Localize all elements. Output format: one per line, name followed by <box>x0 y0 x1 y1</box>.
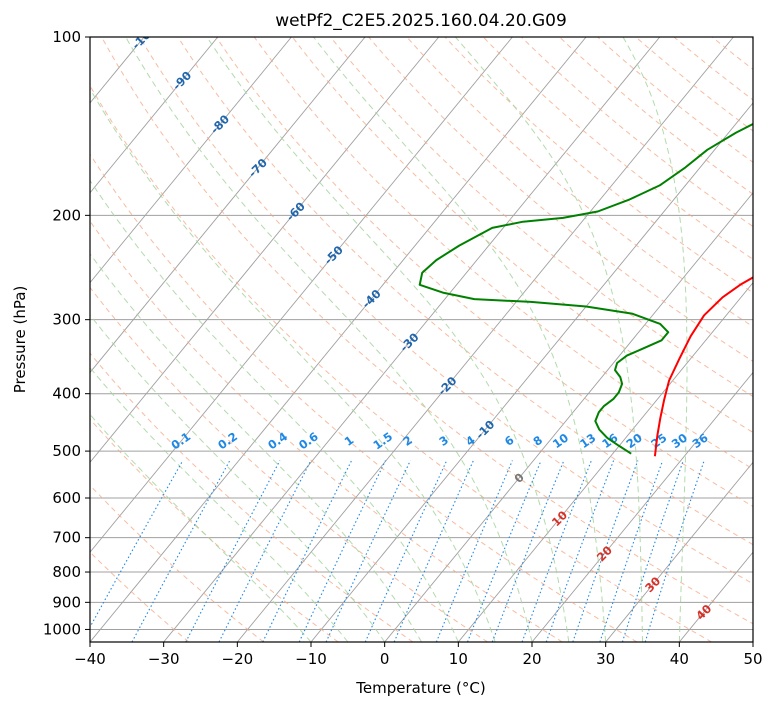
x-tick-label: 20 <box>522 650 541 668</box>
chart-title: wetPf2_C2E5.2025.160.04.20.G09 <box>275 11 567 31</box>
dry-adiabat-line <box>139 37 753 585</box>
x-tick-label: 50 <box>743 650 762 668</box>
dry-adiabat-line <box>520 37 753 228</box>
dewpoint-line <box>418 122 753 455</box>
temperature-line <box>653 276 753 457</box>
y-tick-label: 700 <box>52 529 81 547</box>
moist-adiabat-line <box>90 253 422 642</box>
moist-adiabat-line <box>125 37 533 642</box>
dry-adiabat-line <box>90 84 712 642</box>
y-tick-label: 300 <box>52 311 81 329</box>
isotherm-line <box>90 37 292 284</box>
mixing-ratio-line <box>435 460 513 642</box>
dry-adiabat-line <box>90 286 488 642</box>
x-tick-label: −20 <box>222 650 254 668</box>
dry-adiabat-line <box>215 37 753 507</box>
isotherm-line <box>90 37 513 553</box>
dry-adiabat-line <box>482 37 753 260</box>
y-tick-label: 600 <box>52 489 81 507</box>
isotherm-line <box>531 371 753 642</box>
mixing-ratio-line <box>262 460 353 642</box>
isotherm-line <box>90 37 366 374</box>
moist-adiabat-line <box>622 37 688 642</box>
moist-adiabat-line <box>90 413 312 642</box>
x-tick-label: 0 <box>380 650 390 668</box>
isotherm-line <box>90 37 440 464</box>
mixing-ratio-line <box>491 460 565 642</box>
dry-adiabat-line <box>90 484 264 642</box>
mixing-ratio-line <box>466 460 542 642</box>
mixing-ratio-line <box>572 460 639 642</box>
dry-adiabat-line <box>559 37 753 195</box>
plot-frame <box>89 36 754 643</box>
mixing-ratio-line <box>545 460 615 642</box>
dry-adiabat-line <box>253 37 753 470</box>
x-tick-label: 10 <box>449 650 468 668</box>
dry-adiabat-line <box>101 37 753 625</box>
isotherm-line <box>236 37 734 642</box>
moist-adiabat-line <box>206 37 570 642</box>
dry-adiabat-line <box>177 37 753 546</box>
moist-adiabat-line <box>313 37 607 642</box>
isotherm-line <box>605 461 753 642</box>
y-tick-label: 400 <box>52 385 81 403</box>
y-tick-label: 500 <box>52 442 81 460</box>
mixing-ratio-line <box>521 460 592 642</box>
mixing-ratio-line <box>393 460 474 642</box>
x-tick-label: −30 <box>148 650 180 668</box>
y-tick-label: 800 <box>52 563 81 581</box>
x-tick-label: −40 <box>74 650 106 668</box>
dry-adiabat-line <box>444 37 753 294</box>
isotherm-line <box>90 37 587 642</box>
moist-adiabat-line <box>455 37 643 642</box>
isotherm-line <box>384 192 753 642</box>
moist-adiabat-line <box>90 366 349 642</box>
mixing-ratio-line <box>298 460 386 642</box>
isotherm-line <box>457 281 753 642</box>
moist-adiabat-line <box>90 314 386 642</box>
y-tick-label: 100 <box>52 28 81 46</box>
y-tick-label: 900 <box>52 593 81 611</box>
y-tick-label: 1000 <box>43 620 81 638</box>
moist-adiabat-line <box>90 179 459 642</box>
isotherm-line <box>90 37 219 194</box>
dry-adiabat-line <box>406 37 753 328</box>
y-tick-label: 200 <box>52 206 81 224</box>
mixing-ratio-line <box>325 460 411 642</box>
x-tick-label: 30 <box>596 650 615 668</box>
dry-adiabat-line <box>368 37 753 362</box>
x-axis-label: Temperature (°C) <box>355 679 485 697</box>
isotherm-line <box>163 37 661 642</box>
isotherm-line <box>310 102 753 642</box>
y-axis-label: Pressure (hPa) <box>11 286 29 394</box>
mixing-ratio-line <box>364 460 448 642</box>
mixing-ratio-line <box>90 460 184 629</box>
dry-adiabat-line <box>90 220 563 642</box>
x-tick-label: −10 <box>295 650 327 668</box>
mixing-ratio-line <box>218 460 312 642</box>
x-tick-label: 40 <box>670 650 689 668</box>
moist-adiabat-line <box>90 87 496 642</box>
